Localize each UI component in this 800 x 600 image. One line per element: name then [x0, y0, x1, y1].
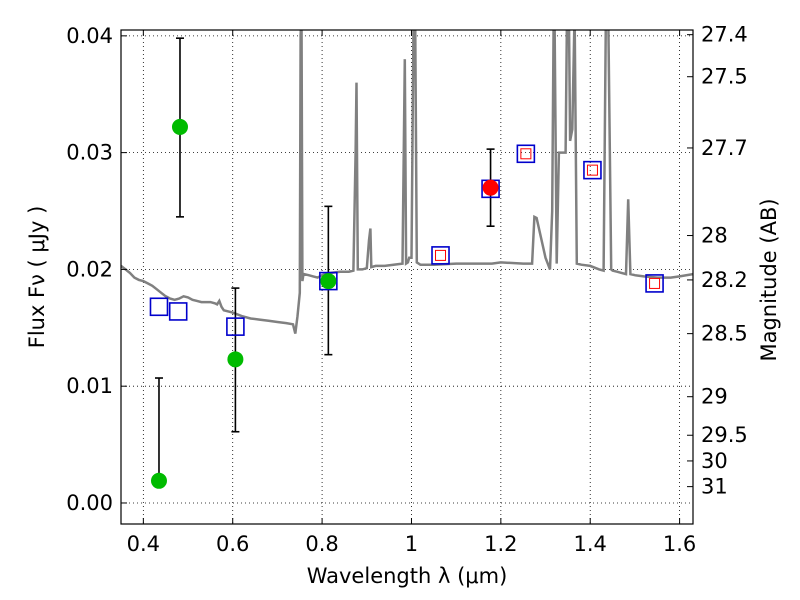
y-tick-label: 0.04 [66, 24, 113, 48]
y2-tick-label: 28 [701, 224, 728, 248]
y2-tick-label: 28.5 [701, 322, 748, 346]
model-square [645, 274, 664, 293]
x-tick-label: 0.6 [216, 532, 249, 556]
y-axis: 0.00 0.01 0.02 0.03 0.04 [66, 24, 127, 515]
spectrum-line [121, 30, 693, 334]
x-tick-label: 1.2 [484, 532, 517, 556]
y-tick-label: 0.01 [66, 374, 113, 398]
y-tick-label: 0.00 [66, 491, 113, 515]
x-tick-label: 0.4 [127, 532, 160, 556]
model-square [149, 297, 169, 317]
model-square [168, 302, 188, 321]
square-layer [149, 144, 664, 336]
x-axis: 0.4 0.6 0.8 1 1.2 1.4 1.6 [127, 30, 696, 556]
x-tick-label: 0.8 [305, 532, 338, 556]
x-axis-label: Wavelength λ (μm) [307, 564, 508, 588]
x-tick-label: 1.4 [574, 532, 607, 556]
model-square [226, 317, 245, 336]
observed-point [171, 118, 188, 135]
y-tick-label: 0.03 [66, 141, 113, 165]
model-square [431, 246, 450, 265]
model-square [319, 271, 338, 291]
inner-square [520, 148, 532, 160]
plot-frame [120, 29, 694, 525]
plot-area [121, 30, 693, 489]
y2-axis-label: Magnitude (AB) [757, 198, 781, 361]
inner-square [649, 277, 661, 289]
y2-tick-label: 29 [701, 385, 728, 409]
model-square [516, 144, 536, 164]
point-layer [150, 118, 499, 489]
y2-tick-label: 27.7 [701, 136, 748, 160]
y-tick-label: 0.02 [66, 257, 113, 281]
observed-point [320, 273, 337, 290]
observed-point [227, 351, 244, 368]
y2-tick-label: 30 [701, 449, 728, 473]
observed-point [482, 179, 499, 196]
observed-point [150, 472, 167, 489]
x-tick-label: 1 [405, 532, 418, 556]
inner-square [435, 249, 447, 261]
y2-tick-label: 27.4 [701, 23, 748, 47]
inner-square [586, 164, 598, 176]
errorbar-layer [154, 37, 495, 482]
grid-layer [121, 30, 693, 524]
y-axis-label: Flux Fν ( μJy ) [25, 206, 49, 349]
x-tick-label: 1.6 [663, 532, 696, 556]
y2-tick-label: 28.2 [701, 268, 748, 292]
model-square [583, 160, 602, 180]
y2-tick-label: 29.5 [701, 423, 748, 447]
y2-tick-label: 31 [701, 475, 728, 499]
y2-tick-label: 27.5 [701, 65, 748, 89]
